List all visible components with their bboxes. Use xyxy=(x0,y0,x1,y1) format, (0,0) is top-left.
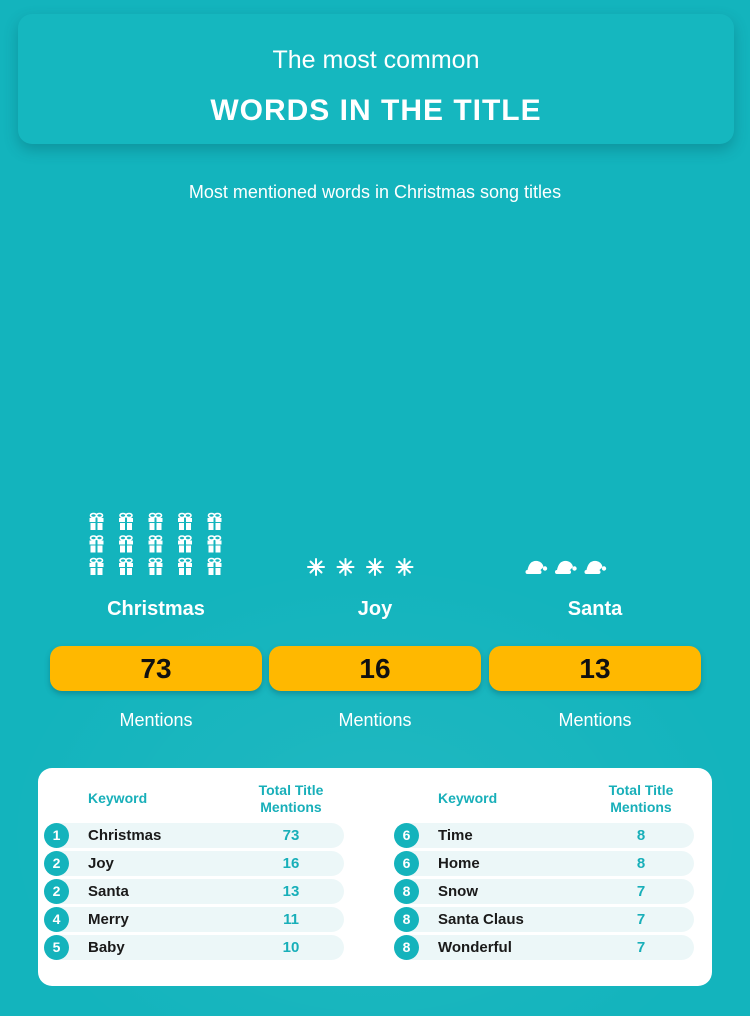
column-header-total: Total Title Mentions xyxy=(588,782,694,816)
column-header-total-line1: Total Title xyxy=(258,782,324,798)
santa-hat-icon xyxy=(584,560,607,574)
rank-badge: 2 xyxy=(44,851,69,876)
mentions-cell: 13 xyxy=(282,883,300,900)
gift-icon xyxy=(119,512,133,530)
rank-badge: 4 xyxy=(44,907,69,932)
santa-hat-icon xyxy=(555,560,577,574)
table-row: 8 Santa Claus 7 xyxy=(394,907,694,932)
mentions-cell: 11 xyxy=(283,911,299,928)
keyword-cell: Santa xyxy=(88,883,129,900)
column-header-keyword: Keyword xyxy=(438,790,498,806)
gift-icon xyxy=(207,535,222,553)
table-row: 8 Wonderful 7 xyxy=(394,935,694,960)
table-row: 8 Snow 7 xyxy=(394,879,694,904)
mentions-cell: 16 xyxy=(282,855,300,872)
keyword-table-card: Keyword Total Title Mentions 1 Christmas 7… xyxy=(38,768,712,986)
rank-badge: 8 xyxy=(394,907,419,932)
gift-icon xyxy=(178,512,192,530)
rank-badge: 2 xyxy=(44,879,69,904)
rank-badge: 6 xyxy=(394,823,419,848)
rank-badge: 8 xyxy=(394,935,419,960)
chart-subtitle: Most mentioned words in Christmas song t… xyxy=(188,182,562,202)
column-header-keyword: Keyword xyxy=(88,790,148,806)
keyword-cell: Baby xyxy=(88,939,125,956)
keyword-table-left: Keyword Total Title Mentions 1 Christmas 7… xyxy=(38,768,348,986)
sparkle-icon xyxy=(395,558,414,576)
keyword-cell: Merry xyxy=(88,911,129,928)
gift-icon xyxy=(89,535,104,553)
mentions-cell: 8 xyxy=(636,827,646,844)
gift-icon xyxy=(207,557,222,575)
count-pill-joy: 16 xyxy=(269,646,481,691)
mentions-cell: 8 xyxy=(636,855,646,872)
gift-icon xyxy=(178,557,192,575)
table-row: 6 Time 8 xyxy=(394,823,694,848)
table-row: 1 Christmas 73 xyxy=(44,823,344,848)
title-line-2: WORDS IN THE TITLE xyxy=(210,94,542,127)
word-label-santa: Santa xyxy=(567,598,623,620)
keyword-cell: Christmas xyxy=(88,827,162,844)
table-row: 4 Merry 11 xyxy=(44,907,344,932)
gift-icon xyxy=(148,557,163,575)
mentions-cell: 10 xyxy=(282,939,300,956)
column-header-total-line2: Mentions xyxy=(260,799,322,815)
mentions-cell: 73 xyxy=(282,827,300,844)
word-label-christmas: Christmas xyxy=(107,598,205,620)
keyword-cell: Santa Claus xyxy=(438,911,524,928)
count-pill-christmas: 73 xyxy=(50,646,262,691)
sparkle-icon xyxy=(336,558,355,576)
keyword-cell: Home xyxy=(438,855,480,872)
mentions-label-joy: Mentions xyxy=(338,710,412,730)
column-header-total: Total Title Mentions xyxy=(238,782,344,816)
gift-icon xyxy=(207,512,222,530)
keyword-cell: Wonderful xyxy=(438,939,512,956)
rank-badge: 5 xyxy=(44,935,69,960)
mentions-label-santa: Mentions xyxy=(558,710,632,730)
mentions-cell: 7 xyxy=(636,911,646,928)
mentions-cell: 7 xyxy=(636,883,646,900)
mentions-cell: 7 xyxy=(636,939,646,956)
rank-badge: 6 xyxy=(394,851,419,876)
pictograph-chart xyxy=(89,512,607,576)
title-card: The most common WORDS IN THE TITLE xyxy=(18,14,734,144)
keyword-cell: Time xyxy=(438,827,473,844)
word-label-joy: Joy xyxy=(357,598,393,620)
rank-badge: 1 xyxy=(44,823,69,848)
column-header-total-line2: Mentions xyxy=(610,799,672,815)
gift-icon xyxy=(89,512,104,530)
gift-icon xyxy=(148,512,163,530)
santa-hat-icon xyxy=(525,560,548,574)
gift-icon xyxy=(178,535,192,553)
keyword-table-right: Keyword Total Title Mentions 6 Time 8 6 Hom… xyxy=(388,768,698,986)
title-line-1: The most common xyxy=(272,46,480,74)
gift-icon xyxy=(119,557,133,575)
rank-badge: 8 xyxy=(394,879,419,904)
column-header-total-line1: Total Title xyxy=(608,782,674,798)
keyword-cell: Snow xyxy=(438,883,478,900)
count-pill-santa: 13 xyxy=(489,646,701,691)
gift-icon xyxy=(89,557,104,575)
mentions-label-christmas: Mentions xyxy=(119,710,193,730)
keyword-cell: Joy xyxy=(88,855,114,872)
table-row: 2 Santa 13 xyxy=(44,879,344,904)
gift-icon xyxy=(119,535,133,553)
sparkle-icon xyxy=(307,558,325,576)
table-row: 5 Baby 10 xyxy=(44,935,344,960)
table-row: 6 Home 8 xyxy=(394,851,694,876)
sparkle-icon xyxy=(366,558,384,576)
gift-icon xyxy=(148,535,163,553)
table-row: 2 Joy 16 xyxy=(44,851,344,876)
